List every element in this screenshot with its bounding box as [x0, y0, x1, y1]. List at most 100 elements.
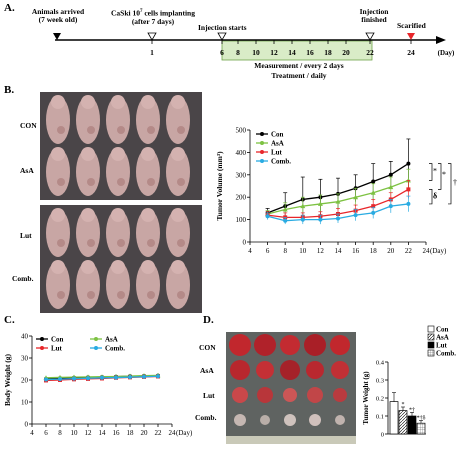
y-tick-label: 0.3	[376, 378, 384, 385]
tumor-bump	[57, 291, 65, 299]
mouse-head	[171, 260, 185, 274]
y-tick-label: 200	[236, 194, 247, 202]
x-tick-label: 20	[387, 247, 395, 255]
legend-label: Con	[271, 131, 284, 139]
x-tick-label: 4	[248, 247, 252, 255]
mice-image-top	[40, 92, 202, 200]
data-point	[318, 217, 323, 222]
tumor	[284, 414, 296, 426]
tumor-image	[226, 332, 356, 444]
mouse-photo-bottom	[40, 205, 202, 313]
tumor	[280, 360, 300, 380]
sacrifice-marker	[407, 33, 415, 40]
group-label-lut: Lut	[20, 231, 32, 240]
tumor-bump	[177, 291, 185, 299]
data-point	[282, 207, 288, 212]
mouse-head	[111, 208, 125, 222]
sacrificed-label: Scarified	[397, 21, 426, 30]
sig-mark: *	[433, 167, 437, 176]
sig-bracket	[438, 163, 442, 190]
sig-mark: *	[402, 402, 405, 408]
body-weight-chart: 0 10 20 30 40 4 6 8 10 12 14 16 18 20 22 24 (Day) Body We…	[3, 333, 193, 438]
timeline-unit: (Day)	[438, 49, 455, 57]
timeline-tick-label: 10	[252, 48, 260, 57]
timeline-tick-label: 18	[324, 48, 332, 57]
inj-start-marker	[217, 32, 227, 41]
implant-marker	[147, 32, 157, 41]
y-tick-label: 0.1	[376, 414, 384, 421]
x-tick-label: 18	[127, 429, 135, 437]
y-tick-label: 0.4	[376, 360, 385, 367]
mouse-head	[111, 95, 125, 109]
data-point	[156, 374, 160, 379]
d-label-con: CON	[199, 343, 216, 352]
tumor-bump	[87, 178, 95, 186]
data-point	[283, 218, 288, 223]
mouse-head	[81, 260, 95, 274]
mouse-head	[81, 208, 95, 222]
data-point	[142, 374, 146, 379]
mouse-head	[81, 147, 95, 161]
data-point	[300, 217, 305, 222]
x-tick-label: 14	[99, 429, 107, 437]
tumor	[307, 387, 323, 403]
tumor	[229, 334, 251, 356]
mouse-head	[51, 260, 65, 274]
group-label-asa: AsA	[20, 166, 34, 175]
tumor	[333, 388, 347, 402]
x-tick-label: 10	[71, 429, 79, 437]
mouse-head	[51, 147, 65, 161]
bar-con	[389, 401, 399, 435]
arrived-label: Animals arrived (7 week old)	[31, 7, 85, 24]
d-label-lut: Lut	[203, 391, 215, 400]
tumor-bump	[117, 291, 125, 299]
d-label-asa: AsA	[200, 366, 214, 375]
x-tick-label: 4	[30, 429, 34, 437]
mouse-head	[51, 95, 65, 109]
tumor-bump	[57, 126, 65, 134]
x-tick-label: 16	[113, 429, 121, 437]
y-tick-label: 0.2	[376, 396, 384, 403]
data-point	[114, 375, 118, 380]
legend-label: AsA	[271, 140, 284, 148]
mouse-head	[171, 95, 185, 109]
implant-label: CaSki 107 cells implanting (after 7 days…	[111, 8, 195, 26]
legend-swatch	[427, 349, 435, 357]
sig-mark: †	[453, 178, 457, 187]
panel-c-letter: C.	[4, 314, 15, 326]
legend-swatch	[427, 333, 435, 341]
legend-label: AsA	[436, 334, 449, 342]
x-tick-label: 8	[283, 247, 287, 255]
x-tick-label: 14	[335, 247, 343, 255]
bar-comb	[416, 422, 426, 435]
mouse-head	[141, 208, 155, 222]
bar-asa	[398, 410, 408, 435]
y-axis-label: Body Weight (g)	[3, 354, 12, 406]
legend-marker	[260, 132, 264, 136]
data-point	[370, 190, 376, 195]
timeline-tick-label: 20	[342, 48, 350, 57]
tumor-bump	[117, 178, 125, 186]
data-point	[265, 214, 270, 219]
sig-mark: *	[442, 170, 446, 179]
tumor	[257, 387, 273, 403]
tumor	[256, 361, 274, 379]
x-tick-label: 16	[352, 247, 360, 255]
timeline-tick-label: 22	[366, 48, 374, 57]
mouse-head	[171, 147, 185, 161]
tumor-bump	[57, 178, 65, 186]
data-point	[353, 194, 359, 200]
tumor	[335, 415, 345, 425]
group-label-con: CON	[20, 121, 37, 130]
sig-mark: *†δ	[417, 416, 426, 422]
panel-d-letter: D.	[203, 314, 214, 326]
y-tick-label: 20	[21, 377, 29, 385]
legend-label: Comb.	[436, 350, 456, 358]
tumor-bump	[87, 126, 95, 134]
sig-bracket	[448, 163, 452, 205]
timeline-tick-label: 16	[306, 48, 314, 57]
measurement-label: Measurement / every 2 days	[254, 61, 344, 70]
tumor	[280, 335, 300, 355]
mouse-head	[141, 260, 155, 274]
timeline-tick-label: 1	[150, 48, 154, 57]
